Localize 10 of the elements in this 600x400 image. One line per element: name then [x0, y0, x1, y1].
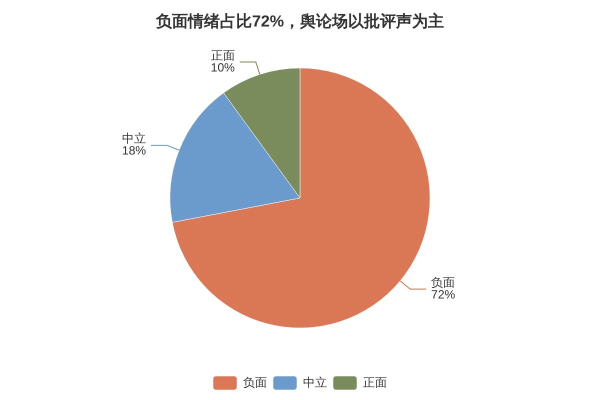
data-label: 18%	[122, 144, 146, 158]
slice-label: 中立	[122, 132, 146, 146]
legend-label: 中立	[303, 375, 327, 390]
data-label: 10%	[210, 60, 236, 74]
chart-title: 负面情绪占比72%，舆论场以批评声为主	[154, 11, 444, 30]
data-label: 72%	[431, 287, 456, 302]
legend-label: 负面	[243, 375, 267, 390]
slice-label: 负面	[431, 275, 456, 290]
slice-label: 正面	[210, 48, 235, 62]
legend-label: 正面	[363, 375, 387, 390]
